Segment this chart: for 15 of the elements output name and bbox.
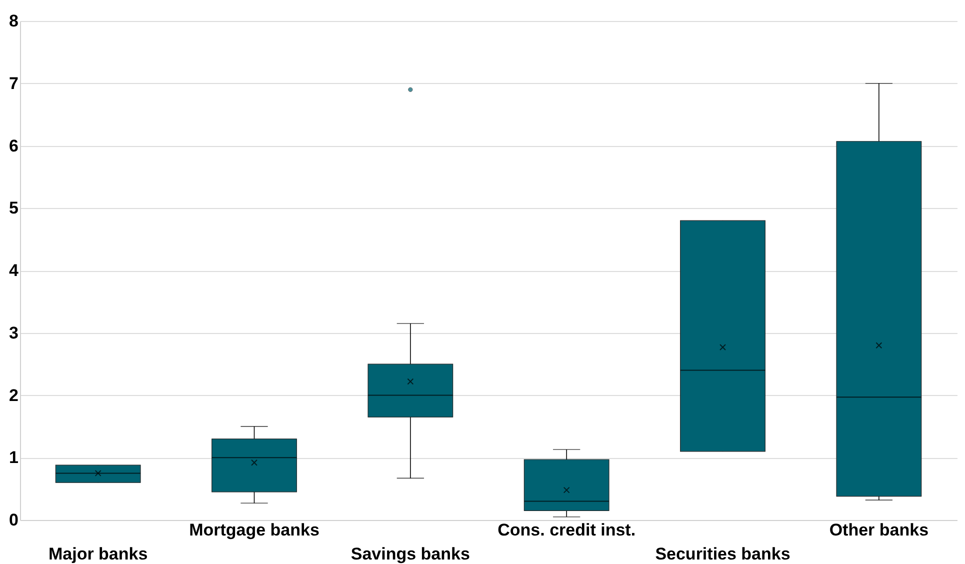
x-tick-label: Major banks — [48, 544, 148, 564]
x-tick-label: Savings banks — [350, 544, 470, 564]
x-tick-label: Securities banks — [655, 544, 790, 564]
y-tick-label: 0 — [9, 510, 18, 530]
y-tick-label: 3 — [9, 323, 18, 342]
y-tick-label: 1 — [9, 448, 18, 468]
y-tick-label: 8 — [9, 12, 18, 30]
y-tick-label: 4 — [9, 261, 20, 280]
x-tick-label: Other banks — [829, 520, 929, 540]
y-tick-label: 7 — [9, 74, 18, 93]
y-tick-label: 5 — [9, 198, 18, 218]
y-tick-label: 2 — [9, 386, 18, 405]
x-tick-label: Cons. credit inst. — [498, 520, 636, 540]
y-tick-label: 6 — [9, 136, 18, 156]
x-tick-label: Mortgage banks — [189, 520, 320, 540]
